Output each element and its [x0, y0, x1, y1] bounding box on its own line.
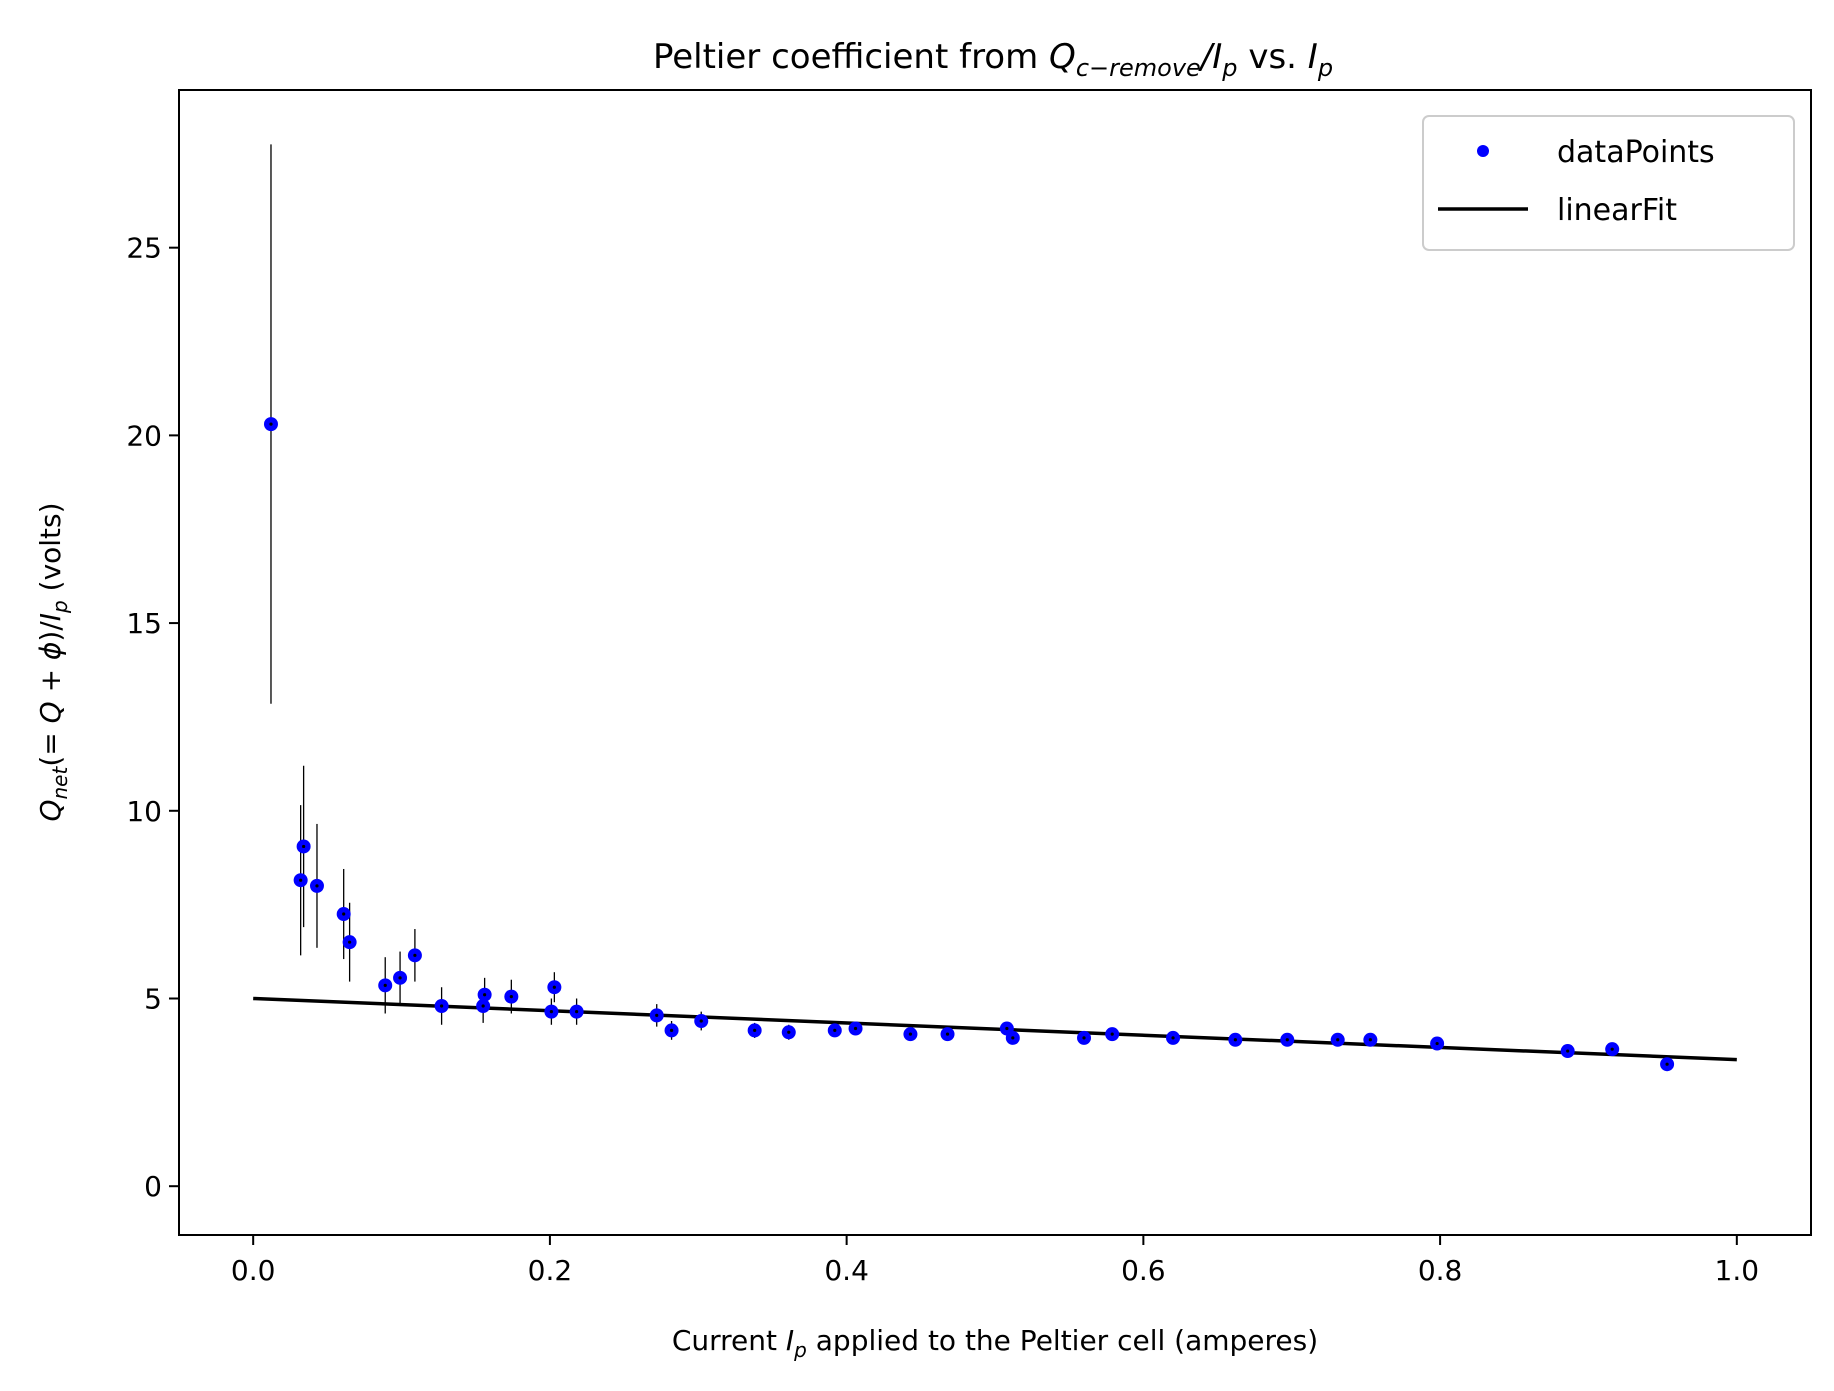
x-tick-label: 0.0: [231, 1254, 276, 1287]
data-point-center: [1005, 1026, 1009, 1031]
y-tick-label: 15: [126, 607, 162, 640]
data-point-center: [1233, 1038, 1237, 1042]
y-tick-label: 5: [144, 982, 162, 1015]
data-points-series: [263, 417, 1675, 1072]
data-point-center: [413, 953, 417, 957]
data-point-center: [549, 1010, 553, 1014]
x-axis: 0.0 0.2 0.4 0.6 0.8 1.0: [231, 1235, 1759, 1287]
plot-area-frame: [178, 89, 1812, 1236]
data-point-center: [1435, 1041, 1439, 1046]
data-point-center: [1566, 1049, 1570, 1053]
legend-label-linearfit: linearFit: [1557, 193, 1677, 228]
data-point-center: [342, 912, 346, 916]
data-point-center: [853, 1026, 858, 1031]
legend-box: [1422, 115, 1795, 251]
y-tick-label: 0: [144, 1170, 162, 1203]
data-point-center: [481, 1004, 485, 1008]
legend: dataPoints linearFit: [1422, 115, 1795, 251]
data-point-center: [945, 1032, 950, 1036]
chart-title: Peltier coefficient from Qc−remove/Ip vs…: [653, 37, 1333, 82]
data-point-center: [787, 1030, 791, 1034]
data-point-center: [299, 878, 303, 882]
data-point-center: [669, 1028, 674, 1033]
data-point-center: [1285, 1038, 1289, 1042]
linear-fit-series: [253, 996, 1737, 1062]
data-point-center: [552, 985, 556, 989]
y-tick-label: 10: [126, 795, 162, 828]
y-tick-label: 20: [126, 419, 162, 452]
data-point-center: [398, 976, 402, 980]
x-tick-label: 0.8: [1418, 1254, 1463, 1287]
data-point-center: [269, 422, 273, 426]
data-point-center: [1665, 1062, 1669, 1066]
data-point-center: [753, 1028, 757, 1033]
data-point-center: [1610, 1047, 1614, 1051]
y-axis-label: Qnet(= Q + ϕ)/Ip (volts): [34, 502, 72, 821]
data-point-center: [1171, 1036, 1175, 1040]
data-point-center: [383, 983, 387, 987]
y-axis: 0 5 10 15 20 25: [126, 232, 179, 1203]
y-tick-label: 25: [126, 232, 162, 265]
x-tick-label: 0.2: [528, 1254, 573, 1287]
data-point-center: [1336, 1038, 1340, 1042]
x-tick-label: 0.4: [824, 1254, 869, 1287]
data-point-center: [833, 1028, 837, 1033]
data-point-center: [908, 1032, 913, 1036]
x-tick-label: 1.0: [1715, 1254, 1760, 1287]
x-tick-label: 0.6: [1121, 1254, 1166, 1287]
linear-fit-line: [253, 996, 1737, 1062]
data-point-center: [302, 844, 306, 849]
data-point-center: [509, 995, 513, 999]
data-point-center: [575, 1010, 579, 1014]
data-point-center: [440, 1004, 444, 1008]
legend-marker-datapoints: [1477, 145, 1489, 157]
data-point-center: [1011, 1036, 1015, 1040]
data-point-center: [655, 1013, 659, 1017]
data-point-center: [348, 940, 352, 944]
data-point-center: [1368, 1038, 1372, 1042]
x-axis-label: Current Ip applied to the Peltier cell (…: [672, 1324, 1318, 1362]
data-point-center: [699, 1019, 703, 1023]
data-point-center: [483, 993, 487, 997]
data-point-center: [1082, 1036, 1086, 1040]
data-point-center: [315, 884, 319, 888]
data-point-center: [1110, 1032, 1114, 1036]
legend-label-datapoints: dataPoints: [1557, 135, 1715, 170]
